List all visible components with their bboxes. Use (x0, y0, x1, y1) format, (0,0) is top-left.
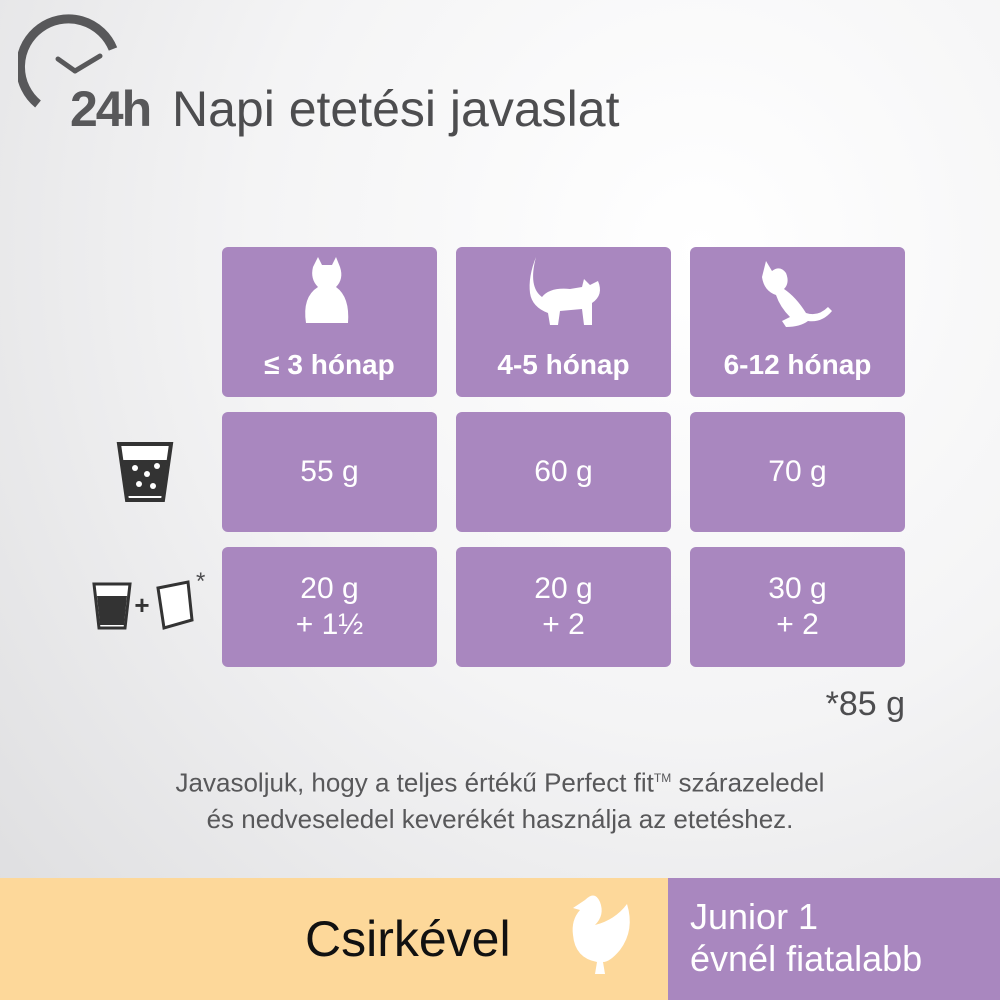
age: Junior 1 évnél fiatalabb (690, 896, 922, 980)
dry-food-icon (116, 442, 174, 502)
note-text: és nedveseledel keverékét használja az e… (206, 803, 794, 834)
age-line: évnél fiatalabb (690, 938, 923, 979)
amount: + 1½ (295, 608, 364, 641)
age-label: 6-12 hónap (723, 349, 872, 380)
column-header: ≤ 3 hónap (222, 247, 437, 397)
svg-text:+: + (134, 590, 149, 620)
dry-cell: 70 g (690, 412, 905, 532)
amount: + 2 (776, 608, 819, 641)
asterisk: * (196, 568, 206, 595)
dry-cell: 55 g (222, 412, 437, 532)
note: Javasoljuk, hogy a teljes értékű Perfect… (0, 760, 1000, 837)
amount: 70 g (768, 455, 827, 488)
cat-icon (529, 257, 600, 325)
chicken-icon (572, 895, 630, 974)
age-band (668, 878, 1000, 1000)
amount: 60 g (534, 455, 593, 488)
clock-icon (18, 14, 118, 108)
amount: 20 g (300, 572, 359, 605)
amount: 20 g (534, 572, 593, 605)
mixed-cell: 30 g + 2 (690, 547, 905, 667)
flavor: Csirkével (305, 911, 511, 967)
cat-icon (304, 257, 348, 323)
note-text: szárazeledel (671, 767, 825, 798)
title: Napi etetési javaslat (172, 81, 620, 137)
amount: + 2 (542, 608, 585, 641)
column-header: 6-12 hónap (690, 247, 905, 397)
amount: 55 g (300, 455, 359, 488)
note-text: Javasoljuk, hogy a teljes értékű Perfect… (175, 767, 654, 798)
flavor-band (0, 878, 668, 1000)
footnote: *85 g (825, 685, 905, 723)
cat-icon (761, 261, 832, 327)
age-line: Junior 1 (690, 896, 819, 937)
mixed-food-icon: + (92, 580, 194, 630)
amount: 30 g (768, 572, 827, 605)
mixed-cell: 20 g + 2 (456, 547, 671, 667)
column-header: 4-5 hónap (456, 247, 671, 397)
age-label: 4-5 hónap (497, 349, 630, 380)
age-label: ≤ 3 hónap (264, 349, 395, 380)
mixed-cell: 20 g + 1½ (222, 547, 437, 667)
dry-cell: 60 g (456, 412, 671, 532)
trademark: TM (653, 771, 672, 785)
badge: 24h (70, 81, 152, 137)
